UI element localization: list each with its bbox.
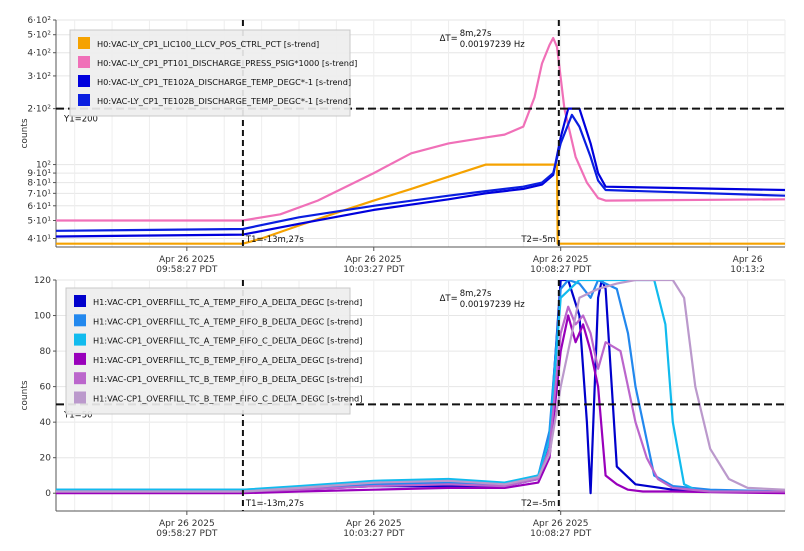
- y-tick-label: 8·10¹: [27, 179, 51, 189]
- legend-swatch: [74, 391, 86, 404]
- y-tick-label: 6·10¹: [27, 202, 51, 212]
- legend-entry: H0:VAC-LY_CP1_TE102B_DISCHARGE_TEMP_DEGC…: [97, 96, 351, 106]
- legend-swatch: [74, 372, 86, 385]
- series-line-2: [56, 280, 785, 493]
- series-group: [56, 36, 785, 245]
- x-tick-time: 09:58:27 PDT: [156, 529, 218, 539]
- legend-swatch: [74, 295, 86, 307]
- y-tick-label: 20: [40, 454, 52, 464]
- legend-box: [65, 287, 351, 415]
- legend-swatch: [78, 75, 90, 87]
- t2-label: T2=-5m: [520, 235, 555, 245]
- series-line-3: [56, 280, 785, 493]
- x-tick-date: Apr 26 2025: [346, 255, 402, 265]
- legend-swatch: [78, 56, 90, 68]
- legend-entry: H1:VAC-CP1_OVERFILL_TC_B_TEMP_FIFO_A_DEL…: [93, 355, 362, 365]
- t1-label: T1=-13m,27s: [245, 499, 304, 509]
- legend-entry: H1:VAC-CP1_OVERFILL_TC_B_TEMP_FIFO_B_DEL…: [93, 374, 362, 384]
- legend-entry: H0:VAC-LY_CP1_PT101_DISCHARGE_PRESS_PSIG…: [97, 58, 357, 68]
- series-line-2: [56, 36, 785, 222]
- delta-frequency: 0.00197239 Hz: [460, 300, 525, 310]
- legend-entry: H1:VAC-CP1_OVERFILL_TC_B_TEMP_FIFO_C_DEL…: [93, 394, 362, 404]
- y-tick-label: 7·10¹: [27, 189, 51, 199]
- y-tick-label: 40: [40, 418, 52, 428]
- legend-entry: H0:VAC-LY_CP1_LIC100_LLCV_POS_CTRL_PCT […: [97, 39, 319, 49]
- series-line-3: [56, 107, 785, 238]
- x-tick-time: 10:13:2: [730, 265, 765, 275]
- y1-label: Y1=50: [63, 410, 93, 420]
- legend-entry: H1:VAC-CP1_OVERFILL_TC_A_TEMP_FIFO_A_DEL…: [93, 297, 362, 307]
- legend-box: [69, 29, 351, 117]
- legend-swatch: [78, 94, 90, 106]
- x-tick-time: 10:08:27 PDT: [530, 529, 592, 539]
- y-tick-label: 6·10²: [27, 16, 51, 26]
- legend-entry: H1:VAC-CP1_OVERFILL_TC_A_TEMP_FIFO_B_DEL…: [93, 316, 362, 326]
- delta-time: 8m,27s: [460, 289, 492, 299]
- x-tick-date: Apr 26 2025: [533, 519, 589, 529]
- legend-swatch: [74, 314, 86, 327]
- t2-label: T2=-5m: [520, 499, 555, 509]
- y-tick-label: 100: [34, 312, 51, 322]
- x-tick-time: 10:03:27 PDT: [343, 265, 405, 275]
- y-tick-label: 5·10¹: [27, 216, 51, 226]
- y-tick-label: 4·10²: [27, 49, 51, 59]
- delta-label: ΔT=: [440, 294, 458, 304]
- x-tick-time: 10:03:27 PDT: [343, 529, 405, 539]
- delta-frequency: 0.00197239 Hz: [460, 40, 525, 50]
- x-tick-date: Apr 26 2025: [159, 255, 215, 265]
- y-tick-label: 120: [34, 276, 51, 286]
- legend-swatch: [78, 37, 90, 49]
- y-axis-label: counts: [20, 380, 30, 410]
- y-tick-label: 80: [40, 347, 52, 357]
- x-tick-date: Apr 26 2025: [533, 255, 589, 265]
- y-tick-label: 60: [40, 383, 52, 393]
- delta-time: 8m,27s: [460, 29, 492, 39]
- legend: H0:VAC-LY_CP1_LIC100_LLCV_POS_CTRL_PCT […: [69, 29, 357, 117]
- x-tick-date: Apr 26 2025: [346, 519, 402, 529]
- t1-label: T1=-13m,27s: [245, 235, 304, 245]
- y-tick-label: 5·10²: [27, 31, 51, 41]
- legend: H1:VAC-CP1_OVERFILL_TC_A_TEMP_FIFO_A_DEL…: [65, 287, 362, 415]
- x-tick-date: Apr 26: [733, 255, 763, 265]
- series-line-1: [56, 163, 785, 245]
- y-tick-label: 0: [45, 489, 51, 499]
- x-tick-time: 09:58:27 PDT: [156, 265, 218, 275]
- legend-entry: H1:VAC-CP1_OVERFILL_TC_A_TEMP_FIFO_C_DEL…: [93, 336, 362, 346]
- y-tick-label: 9·10¹: [27, 169, 51, 179]
- y-tick-label: 2·10²: [27, 105, 51, 115]
- y-axis-label: counts: [20, 118, 30, 148]
- series-group: [56, 280, 785, 495]
- legend-swatch: [74, 352, 86, 365]
- y-tick-label: 10²: [36, 161, 51, 171]
- y-tick-label: 4·10¹: [27, 234, 51, 244]
- delta-label: ΔT=: [440, 34, 458, 44]
- x-tick-time: 10:08:27 PDT: [530, 265, 592, 275]
- y-tick-label: 3·10²: [27, 72, 51, 82]
- x-tick-date: Apr 26 2025: [159, 519, 215, 529]
- legend-entry: H0:VAC-LY_CP1_TE102A_DISCHARGE_TEMP_DEGC…: [97, 77, 351, 87]
- series-line-6: [56, 280, 785, 493]
- series-line-4: [56, 113, 785, 232]
- y1-label: Y1=200: [63, 115, 98, 125]
- legend-swatch: [74, 333, 86, 346]
- series-line-5: [56, 305, 785, 493]
